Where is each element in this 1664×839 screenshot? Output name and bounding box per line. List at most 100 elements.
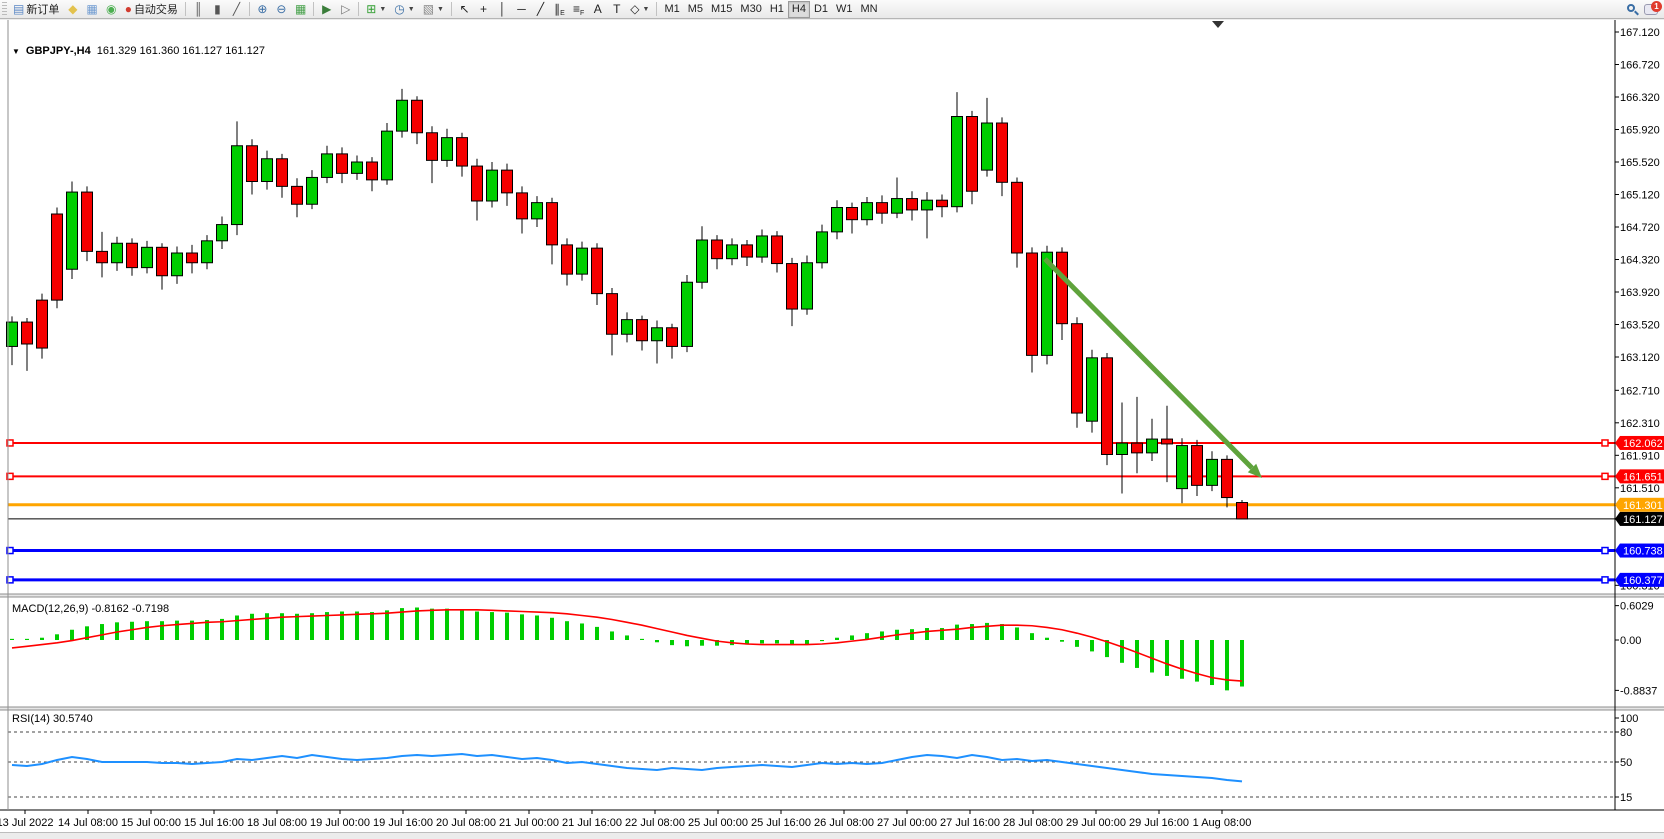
templates-button-dropdown-icon[interactable]: ▼ bbox=[437, 5, 444, 13]
trend-arrow-line[interactable] bbox=[1043, 257, 1254, 470]
timeframe-m1[interactable]: M1 bbox=[660, 1, 683, 18]
data-window-button[interactable]: ▦ bbox=[82, 1, 101, 18]
target-line-2-handle[interactable] bbox=[6, 576, 14, 584]
macd-signal-line bbox=[11, 608, 1243, 682]
notifications-icon[interactable]: 1 bbox=[1644, 0, 1662, 15]
timeframe-m15-label: M15 bbox=[711, 3, 733, 15]
timeframe-m5[interactable]: M5 bbox=[684, 1, 707, 18]
target-line-1-handle[interactable] bbox=[1601, 546, 1609, 555]
resistance-line-2-handle[interactable] bbox=[6, 472, 14, 481]
macd-histogram-bar bbox=[580, 623, 584, 640]
price-chart-canvas[interactable]: 167.120 166.720 166.320 165.920 165.520 165.1… bbox=[0, 20, 1664, 832]
macd-histogram-bar bbox=[250, 613, 254, 640]
chart-menu-icon[interactable]: ▼ bbox=[12, 46, 20, 56]
candle-body bbox=[1116, 442, 1128, 455]
timeframe-h1[interactable]: H1 bbox=[766, 1, 788, 18]
chart-shift-marker[interactable] bbox=[1212, 21, 1224, 28]
text-button[interactable]: A bbox=[588, 1, 607, 18]
time-tick-label: 28 Jul 08:00 bbox=[1003, 817, 1063, 829]
fibonacci-button[interactable]: ≡ F bbox=[569, 1, 588, 18]
vertical-line-button[interactable]: │ bbox=[493, 1, 512, 18]
target-line-2-handle[interactable] bbox=[1601, 576, 1609, 584]
arrows-button-dropdown-icon[interactable]: ▼ bbox=[642, 5, 650, 13]
horizontal-line-button[interactable]: ─ bbox=[512, 1, 531, 18]
target-line-1-handle[interactable] bbox=[6, 546, 14, 555]
resistance-line-2-handle[interactable] bbox=[1601, 472, 1609, 481]
timeframe-d1[interactable]: D1 bbox=[810, 1, 832, 18]
trendline-button[interactable]: ╱ bbox=[531, 1, 550, 18]
symbol-timeframe-label: GBPJPY-,H4 bbox=[25, 45, 91, 57]
macd-histogram-bar bbox=[625, 635, 629, 640]
timeframe-m15[interactable]: M15 bbox=[707, 1, 736, 18]
text-label-button[interactable]: T bbox=[607, 1, 626, 18]
toolbar-separator bbox=[358, 2, 360, 16]
channel-button-sub-label: E bbox=[560, 9, 565, 17]
pane-splitter[interactable] bbox=[0, 707, 1664, 710]
time-tick-label: 1 Aug 08:00 bbox=[1193, 817, 1252, 829]
toolbar-drag-handle[interactable] bbox=[2, 2, 7, 16]
macd-histogram-bar bbox=[400, 608, 404, 640]
arrows-button[interactable]: ◇ ▼ bbox=[626, 1, 653, 18]
macd-scale-label: 0.00 bbox=[1620, 635, 1641, 647]
bar-chart-button[interactable]: ║ bbox=[189, 1, 208, 18]
resistance-line-1-handle[interactable] bbox=[6, 439, 14, 447]
candle-body bbox=[741, 244, 753, 258]
tile-windows-button[interactable]: ▦ bbox=[291, 1, 310, 18]
cursor-button[interactable]: ↖ bbox=[455, 1, 474, 18]
macd-histogram-bar bbox=[1045, 637, 1049, 640]
periods-button[interactable]: ◷ ▼ bbox=[390, 1, 418, 18]
pane-splitter[interactable] bbox=[0, 594, 1664, 597]
zoom-out-button[interactable]: ⊖ bbox=[272, 1, 291, 18]
macd-histogram-bar bbox=[25, 638, 29, 640]
macd-histogram-bar bbox=[85, 626, 89, 640]
search-icon[interactable] bbox=[1627, 3, 1639, 15]
timeframe-w1-label: W1 bbox=[836, 3, 853, 15]
strategy-tester-button[interactable]: ◉ bbox=[102, 1, 121, 18]
rsi-pane[interactable] bbox=[8, 710, 1615, 810]
candle-body bbox=[696, 239, 708, 283]
rsi-line bbox=[11, 752, 1243, 783]
candlestick-chart-button[interactable]: ▮ bbox=[208, 1, 227, 18]
zoom-in-button[interactable]: ⊕ bbox=[253, 1, 272, 18]
price-tick-label: 165.920 bbox=[1620, 125, 1660, 137]
templates-button[interactable]: ▧ ▼ bbox=[419, 1, 448, 18]
candle-body bbox=[921, 199, 933, 211]
candle-body bbox=[906, 198, 918, 211]
candle-body bbox=[711, 239, 723, 260]
timeframe-m30[interactable]: M30 bbox=[736, 1, 765, 18]
timeframe-w1[interactable]: W1 bbox=[832, 1, 857, 18]
crosshair-button[interactable]: + bbox=[474, 1, 493, 18]
new-order-button[interactable]: ▤ 新订单 bbox=[9, 1, 63, 18]
macd-histogram-bar bbox=[310, 613, 314, 640]
crosshair-button-icon: + bbox=[479, 2, 487, 16]
macd-histogram-bar bbox=[265, 613, 269, 640]
resistance-line-1-handle[interactable] bbox=[1601, 439, 1609, 447]
auto-scroll-button[interactable]: ▶ bbox=[317, 1, 336, 18]
macd-histogram-bar bbox=[835, 637, 839, 640]
chart-shift-button[interactable]: ▷ bbox=[336, 1, 355, 18]
metaeditor-button[interactable]: ◆ bbox=[63, 1, 82, 18]
macd-histogram-bar bbox=[850, 635, 854, 640]
channel-button[interactable]: ∥ E bbox=[550, 1, 569, 18]
price-tick-label: 165.120 bbox=[1620, 190, 1660, 202]
channel-button-icon: ∥ bbox=[554, 2, 561, 16]
timeframe-mn[interactable]: MN bbox=[857, 1, 882, 18]
autotrading-button[interactable]: ● 自动交易 bbox=[121, 1, 182, 18]
macd-histogram-bar bbox=[1075, 640, 1079, 647]
line-chart-button[interactable]: ╱ bbox=[227, 1, 246, 18]
timeframe-h4[interactable]: H4 bbox=[787, 0, 810, 18]
symbol-title-row[interactable]: ▼ GBPJPY-,H4 161.329 161.360 161.127 161… bbox=[12, 45, 265, 57]
periods-button-dropdown-icon[interactable]: ▼ bbox=[407, 5, 415, 13]
macd-pane[interactable] bbox=[8, 597, 1615, 707]
candle-body bbox=[546, 202, 558, 246]
indicators-button[interactable]: ⊞ ▼ bbox=[362, 1, 390, 18]
trend-arrow-head bbox=[1247, 463, 1262, 478]
macd-histogram-bar bbox=[190, 620, 194, 640]
candle-body bbox=[1071, 323, 1083, 414]
indicators-button-dropdown-icon[interactable]: ▼ bbox=[379, 5, 387, 13]
time-tick-label: 19 Jul 00:00 bbox=[310, 817, 370, 829]
macd-histogram-bar bbox=[1060, 640, 1064, 642]
candle-body bbox=[471, 165, 483, 202]
candle-body bbox=[1146, 438, 1158, 454]
chart-window[interactable]: 167.120 166.720 166.320 165.920 165.520 165.1… bbox=[0, 20, 1664, 832]
